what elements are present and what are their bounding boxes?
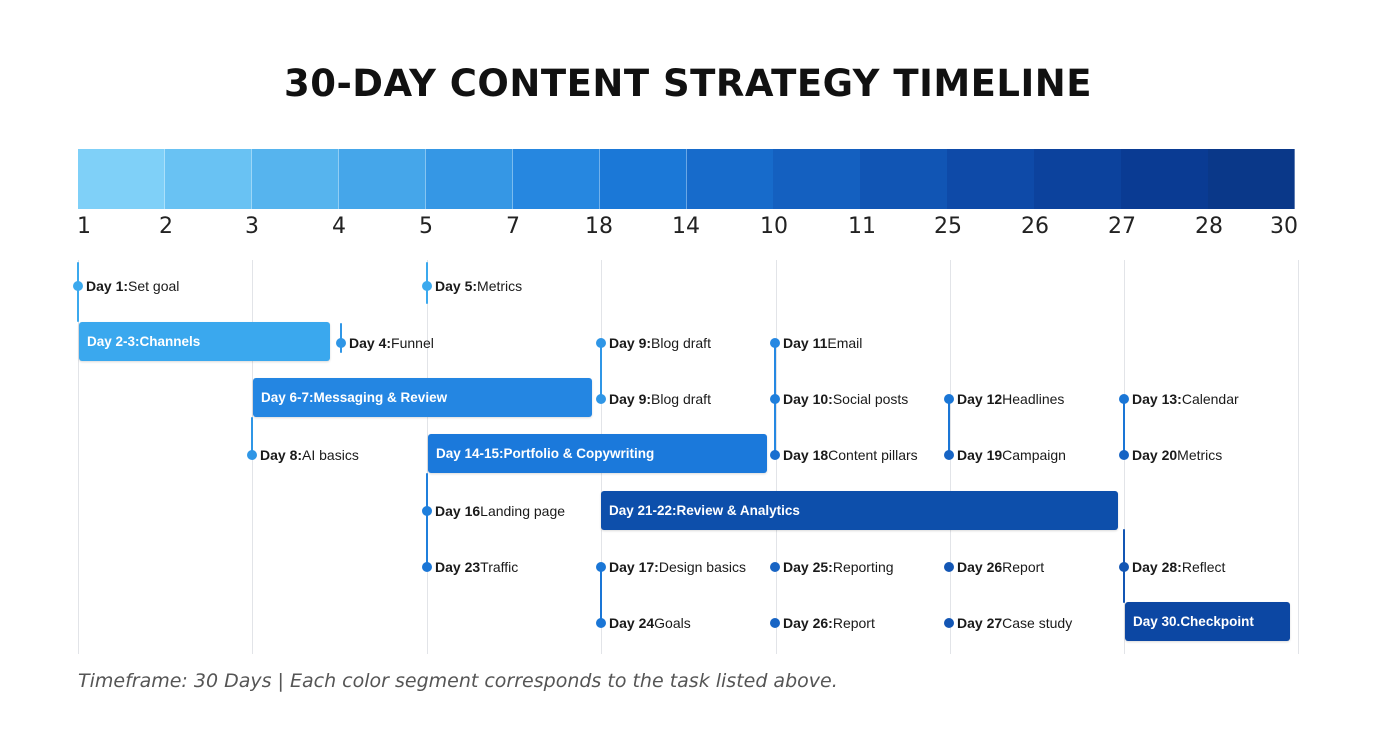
day-tick-label: 10: [760, 214, 788, 239]
timeline-segment: [1208, 149, 1296, 209]
timeline-color-strip: [78, 149, 1296, 209]
task-bar[interactable]: Day 6-7:Messaging & Review: [253, 378, 592, 417]
milestone-dot-icon: [596, 338, 606, 348]
milestone-dot-icon: [422, 562, 432, 572]
grid-line: [427, 260, 428, 654]
milestone-dot-icon: [422, 506, 432, 516]
day-tick-label: 27: [1108, 214, 1136, 239]
task-bar[interactable]: Day 2-3:Channels: [79, 322, 330, 361]
timeframe-footnote: Timeframe: 30 Days | Each color segment …: [78, 670, 838, 692]
page-title: 30-DAY CONTENT STRATEGY TIMELINE: [283, 62, 1093, 105]
task-bar[interactable]: Day 21-22:Review & Analytics: [601, 491, 1118, 530]
milestone-dot-icon: [596, 618, 606, 628]
milestone-dot-icon: [770, 338, 780, 348]
timeline-segment: [686, 149, 774, 209]
task-connector: [600, 567, 602, 623]
task-connector: [948, 399, 950, 455]
task-connector: [1123, 399, 1125, 455]
milestone-dot-icon: [944, 562, 954, 572]
task-connector: [251, 417, 253, 455]
day-tick-label: 7: [506, 214, 520, 239]
milestone-dot-icon: [1119, 450, 1129, 460]
timeline-segment: [1121, 149, 1209, 209]
day-tick-label: 26: [1021, 214, 1049, 239]
day-tick-label: 14: [672, 214, 700, 239]
task-connector: [426, 473, 428, 567]
day-tick-label: 2: [159, 214, 173, 239]
milestone-dot-icon: [1119, 394, 1129, 404]
timeline-segment: [338, 149, 427, 209]
timeline-segment: [251, 149, 340, 209]
day-tick-label: 18: [585, 214, 613, 239]
timeline-segment: [773, 149, 861, 209]
task-connector: [77, 262, 79, 322]
day-tick-label: 4: [332, 214, 346, 239]
day-tick-label: 1: [77, 214, 91, 239]
day-tick-label: 11: [848, 214, 876, 239]
milestone-dot-icon: [1119, 562, 1129, 572]
timeline-segment: [860, 149, 948, 209]
task-bar[interactable]: Day 30.Checkpoint: [1125, 602, 1290, 641]
grid-line: [78, 260, 79, 654]
milestone-dot-icon: [596, 562, 606, 572]
timeline-segment: [164, 149, 253, 209]
milestone-dot-icon: [247, 450, 257, 460]
milestone-dot-icon: [944, 394, 954, 404]
milestone-dot-icon: [770, 618, 780, 628]
milestone-dot-icon: [944, 450, 954, 460]
milestone-dot-icon: [336, 338, 346, 348]
milestone-dot-icon: [770, 450, 780, 460]
timeline-segment: [599, 149, 687, 209]
milestone-dot-icon: [770, 562, 780, 572]
day-tick-label: 30: [1270, 214, 1298, 239]
milestone-dot-icon: [73, 281, 83, 291]
timeline-segment: [1034, 149, 1122, 209]
timeline-segment: [425, 149, 514, 209]
milestone-dot-icon: [770, 394, 780, 404]
task-connector: [600, 343, 602, 399]
milestone-dot-icon: [944, 618, 954, 628]
timeline-segment: [78, 149, 166, 209]
milestone-dot-icon: [422, 281, 432, 291]
day-tick-label: 5: [419, 214, 433, 239]
task-bar[interactable]: Day 14-15:Portfolio & Copywriting: [428, 434, 767, 473]
grid-line: [1298, 260, 1299, 654]
milestone-dot-icon: [596, 394, 606, 404]
day-tick-label: 3: [245, 214, 259, 239]
timeline-segment: [512, 149, 601, 209]
day-tick-label: 25: [934, 214, 962, 239]
day-tick-label: 28: [1195, 214, 1223, 239]
timeline-segment: [947, 149, 1035, 209]
